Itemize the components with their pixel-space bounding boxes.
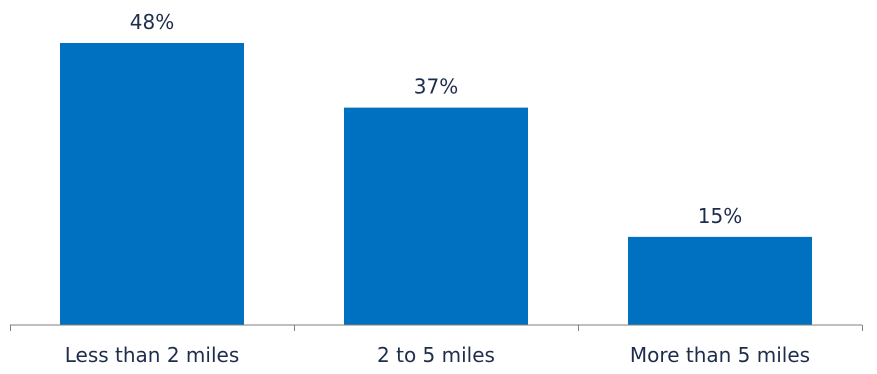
category-label-2: More than 5 miles xyxy=(630,343,810,367)
x-axis-ticks xyxy=(10,325,863,331)
data-label-2: 15% xyxy=(698,204,742,228)
value-labels-group: 48% 37% 15% xyxy=(130,10,742,228)
data-label-0: 48% xyxy=(130,10,174,34)
category-label-1: 2 to 5 miles xyxy=(377,343,495,367)
bar-2 xyxy=(628,236,812,325)
bars-group xyxy=(60,43,812,325)
bar-1 xyxy=(344,107,528,325)
category-labels-group: Less than 2 miles 2 to 5 miles More than 5… xyxy=(65,343,810,367)
category-label-0: Less than 2 miles xyxy=(65,343,240,367)
data-label-1: 37% xyxy=(414,75,458,99)
bar-0 xyxy=(60,43,244,325)
